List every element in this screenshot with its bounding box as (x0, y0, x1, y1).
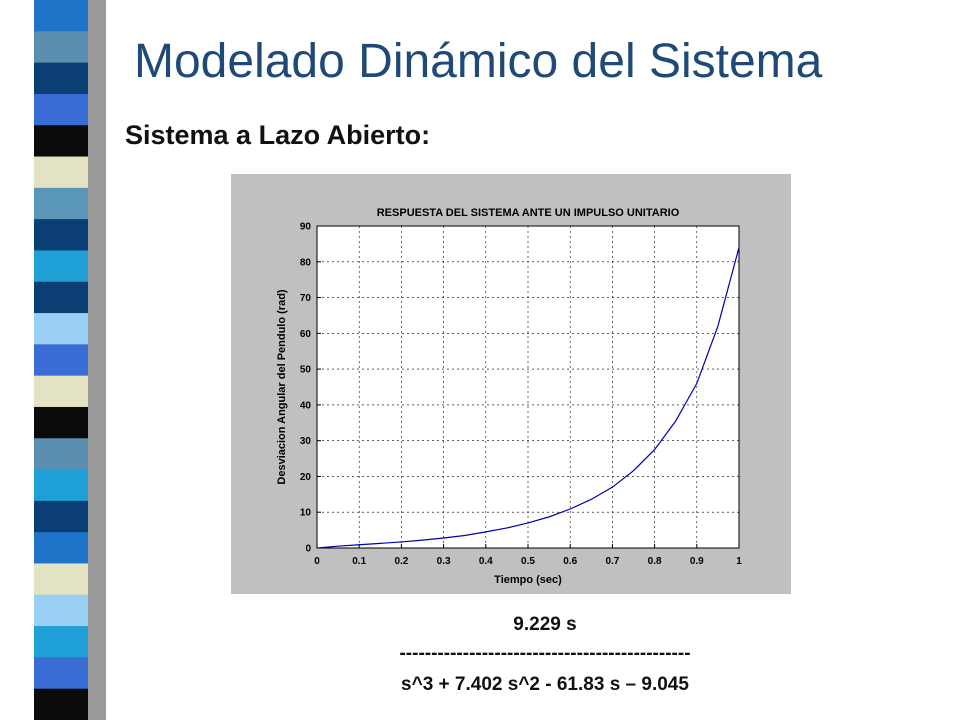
strip-block (34, 500, 88, 533)
strip-block (34, 31, 88, 64)
strip-block (34, 344, 88, 377)
y-tick-label: 60 (300, 329, 312, 340)
axis-ticks: 0 0.1 0.2 0.3 0.4 0.5 0.6 0.7 0.8 0.9 101020304050… (300, 222, 742, 568)
y-tick-label: 70 (300, 293, 312, 304)
transfer-function-divider: ----------------------------------------… (399, 643, 691, 664)
strip-block (34, 93, 88, 126)
y-tick-label: 80 (300, 257, 312, 268)
x-tick-label: 0.9 (690, 556, 704, 567)
strip-block (34, 0, 88, 32)
decorative-strip (34, 0, 106, 720)
x-tick-label: 1 (736, 556, 742, 567)
y-axis-label: Desviacion Angular del Pendulo (rad) (276, 289, 288, 485)
y-tick-label: 90 (300, 222, 312, 233)
strip-block (34, 313, 88, 345)
strip-block (34, 125, 88, 158)
y-tick-label: 40 (300, 400, 312, 411)
impulse-response-chart: 0 0.1 0.2 0.3 0.4 0.5 0.6 0.7 0.8 0.9 101020304050… (276, 207, 742, 586)
y-tick-label: 50 (300, 365, 312, 376)
strip-block (34, 469, 88, 502)
y-tick-label: 30 (300, 436, 312, 447)
strip-block (34, 156, 88, 189)
strip-shadow (88, 0, 106, 720)
strip-block (34, 62, 88, 95)
strip-block (34, 375, 88, 408)
slide-subtitle: Sistema a Lazo Abierto: (125, 120, 431, 150)
strip-block (34, 187, 88, 220)
x-tick-label: 0.2 (394, 556, 408, 567)
x-tick-label: 0.4 (479, 556, 493, 567)
strip-block (34, 594, 88, 627)
x-tick-label: 0.3 (437, 556, 451, 567)
strip-block (34, 438, 88, 471)
x-tick-label: 0.6 (563, 556, 577, 567)
slide-title: Modelado Dinámico del Sistema (134, 35, 823, 88)
strip-block (34, 219, 88, 252)
strip-block (34, 281, 88, 314)
x-tick-label: 0.8 (648, 556, 662, 567)
y-tick-label: 20 (300, 472, 312, 483)
strip-block (34, 626, 88, 658)
x-tick-label: 0 (314, 556, 320, 567)
strip-block (34, 563, 88, 596)
x-axis-label: Tiempo (sec) (494, 574, 562, 586)
strip-block (34, 406, 88, 439)
y-tick-label: 10 (300, 508, 312, 519)
strip-block (34, 532, 88, 565)
y-tick-label: 0 (305, 544, 311, 555)
transfer-function-numerator: 9.229 s (513, 614, 577, 635)
strip-block (34, 688, 88, 720)
strip-block (34, 250, 88, 283)
grid-lines (317, 226, 739, 548)
strip-block (34, 657, 88, 690)
transfer-function-denominator: s^3 + 7.402 s^2 - 61.83 s – 9.045 (401, 674, 689, 695)
x-tick-label: 0.7 (605, 556, 619, 567)
series-line (316, 247, 740, 549)
x-tick-label: 0.1 (352, 556, 366, 567)
x-tick-label: 0.5 (521, 556, 535, 567)
figure-panel: 0 0.1 0.2 0.3 0.4 0.5 0.6 0.7 0.8 0.9 1 0 10 20 30 40 50… (231, 174, 791, 594)
chart-title: RESPUESTA DEL SISTEMA ANTE UN IMPULSO UN… (377, 207, 680, 219)
